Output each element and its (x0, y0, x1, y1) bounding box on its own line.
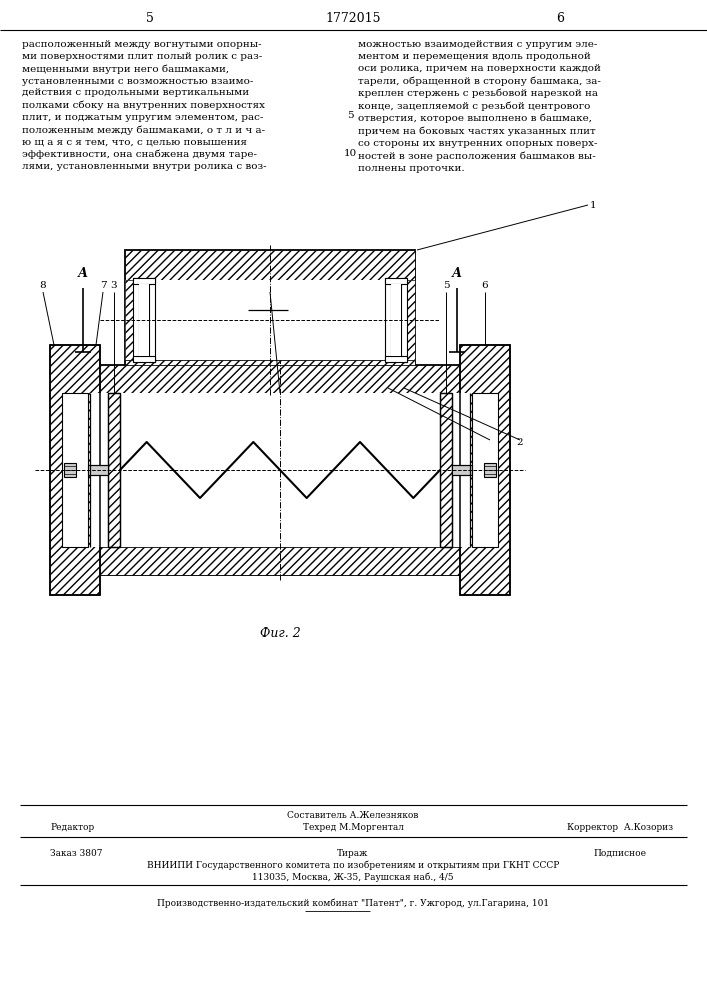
Text: Составитель А.Железняков: Составитель А.Железняков (287, 811, 419, 820)
Bar (125, 360, 415, 390)
Bar (90, 365, 470, 393)
Bar (62, 393, 88, 547)
Text: 6: 6 (481, 281, 489, 290)
Bar (452, 465, 472, 475)
Text: Техред М.Моргентал: Техред М.Моргентал (303, 823, 404, 832)
Bar (484, 463, 496, 477)
Bar (90, 393, 470, 547)
Text: А: А (452, 267, 462, 280)
Text: Фиг.1: Фиг.1 (221, 428, 258, 441)
Bar (133, 278, 139, 362)
Text: 7: 7 (100, 281, 106, 290)
Bar (460, 345, 510, 595)
Text: Редактор: Редактор (50, 823, 94, 832)
Text: 3: 3 (486, 438, 493, 447)
Bar (50, 345, 100, 595)
Bar (108, 393, 120, 547)
Text: можностью взаимодействия с упругим эле-
ментом и перемещения вдоль продольной
ос: можностью взаимодействия с упругим эле- … (358, 40, 601, 173)
Bar (472, 393, 498, 547)
Text: 10: 10 (344, 149, 356, 158)
Bar (401, 278, 407, 362)
Bar (440, 393, 452, 547)
Text: Фиг. 2: Фиг. 2 (259, 627, 300, 640)
Text: 6: 6 (556, 11, 564, 24)
Text: 3: 3 (111, 281, 117, 290)
Bar (125, 280, 415, 360)
Bar (125, 250, 415, 280)
Bar (407, 280, 415, 360)
Bar (460, 345, 510, 595)
Text: 2: 2 (517, 438, 523, 447)
Text: ВНИИПИ Государственного комитета по изобретениям и открытиям при ГКНТ СССР: ВНИИПИ Государственного комитета по изоб… (147, 861, 559, 870)
Text: расположенный между вогнутыми опорны-
ми поверхностями плит полый ролик с раз-
м: расположенный между вогнутыми опорны- ми… (22, 40, 267, 171)
Text: Тираж: Тираж (337, 849, 368, 858)
Bar (90, 547, 470, 575)
Bar (133, 356, 155, 362)
Bar (385, 278, 391, 362)
Bar (149, 278, 155, 362)
Text: 5: 5 (346, 111, 354, 120)
Bar (90, 365, 470, 575)
Text: 1: 1 (590, 200, 597, 210)
Bar (88, 465, 108, 475)
Bar (64, 463, 76, 477)
Bar (139, 284, 149, 356)
Text: 1772015: 1772015 (325, 11, 381, 24)
Text: Корректор  А.Козориз: Корректор А.Козориз (567, 823, 673, 832)
Text: Подписное: Подписное (593, 849, 646, 858)
Text: 5: 5 (146, 11, 154, 24)
Text: 4: 4 (267, 281, 274, 290)
Text: Производственно-издательский комбинат "Патент", г. Ужгород, ул.Гагарина, 101: Производственно-издательский комбинат "П… (157, 899, 549, 908)
Bar (440, 393, 452, 547)
Bar (125, 280, 133, 360)
Bar (385, 356, 407, 362)
Bar (391, 284, 401, 356)
Text: Заказ 3807: Заказ 3807 (50, 849, 103, 858)
Text: 5: 5 (443, 281, 450, 290)
Text: 113035, Москва, Ж-35, Раушская наб., 4/5: 113035, Москва, Ж-35, Раушская наб., 4/5 (252, 873, 454, 882)
Bar (125, 250, 415, 390)
Text: А: А (78, 267, 88, 280)
Text: А-А: А-А (257, 294, 284, 307)
Bar (108, 393, 120, 547)
Bar (50, 345, 100, 595)
Bar (133, 278, 155, 284)
Bar (385, 278, 407, 284)
Text: 8: 8 (40, 281, 47, 290)
